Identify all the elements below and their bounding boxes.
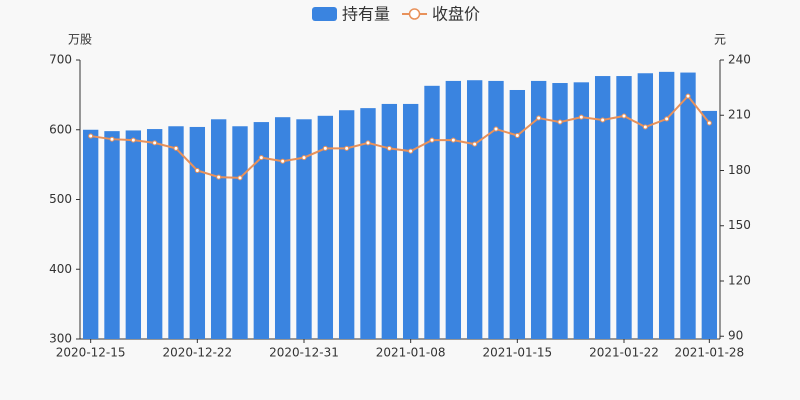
y-tick-label: 700 [49, 53, 72, 67]
y-tick-label: 300 [49, 332, 72, 346]
line-point [600, 117, 606, 123]
bar [637, 73, 654, 339]
line-point [514, 133, 520, 139]
line-point [216, 174, 222, 180]
line-point [237, 175, 243, 181]
line-point [173, 145, 179, 151]
line-point [301, 155, 307, 161]
bar [104, 131, 120, 339]
line-point [472, 141, 478, 147]
line-point [664, 116, 670, 122]
legend-swatch [408, 8, 421, 20]
bar [82, 129, 99, 339]
bar [658, 71, 675, 340]
bar [274, 117, 291, 339]
line-point [109, 136, 115, 142]
x-tick-label: 2020-12-22 [162, 346, 232, 360]
y2-tick-label: 210 [728, 108, 751, 122]
bar [296, 119, 312, 339]
y2-tick-label: 120 [728, 273, 751, 287]
bar [360, 108, 376, 339]
bar [317, 115, 334, 339]
x-tick-label: 2021-01-08 [376, 346, 446, 360]
x-tick-label: 2021-01-22 [589, 346, 659, 360]
line-point [365, 140, 371, 146]
bar [232, 126, 248, 339]
line-point [536, 115, 542, 121]
y2-tick-label: 150 [728, 218, 751, 232]
bar [189, 126, 206, 340]
bar [701, 110, 718, 339]
line-point [88, 133, 94, 139]
bar [338, 110, 355, 339]
line-point [557, 119, 563, 125]
y2-axis-unit: 元 [714, 33, 726, 47]
line-point [322, 145, 328, 151]
y-axis-unit: 万股 [68, 33, 92, 47]
legend-label: 收盘价 [432, 5, 480, 24]
line-point [685, 93, 691, 99]
bar [424, 85, 440, 340]
line-point [642, 124, 648, 130]
line-point [621, 113, 627, 119]
y2-tick-label: 240 [728, 53, 751, 67]
line-point [706, 120, 712, 126]
y2-tick-label: 180 [728, 163, 751, 177]
bar [466, 80, 483, 339]
x-tick-label: 2021-01-15 [482, 346, 552, 360]
y-tick-label: 600 [49, 122, 72, 136]
x-tick-label: 2021-01-28 [674, 346, 744, 360]
bar [530, 80, 547, 340]
bar [509, 89, 526, 340]
y2-tick-label: 90 [728, 329, 743, 343]
line-point [429, 137, 435, 143]
line-point [493, 126, 499, 132]
bar [594, 76, 611, 339]
bar [210, 119, 227, 339]
y-tick-label: 500 [49, 192, 72, 206]
line-point [450, 137, 456, 143]
bar [680, 72, 696, 340]
line-point [578, 114, 584, 120]
x-tick-label: 2020-12-31 [269, 346, 339, 360]
bar [146, 129, 163, 339]
bar [402, 103, 419, 339]
y-tick-label: 400 [49, 262, 72, 276]
line-point [152, 140, 158, 146]
line-point [344, 145, 350, 151]
bar [125, 130, 142, 339]
bar [552, 83, 568, 339]
bar [381, 103, 398, 339]
bar [253, 122, 270, 339]
line [90, 94, 711, 179]
x-tick-label: 2020-12-15 [56, 346, 126, 360]
bar [488, 80, 504, 340]
line-point [386, 145, 392, 151]
line-point [194, 167, 200, 173]
line-point [280, 158, 286, 164]
bar [168, 126, 184, 339]
line-point [130, 137, 136, 143]
line-point [408, 148, 414, 154]
line-point [258, 155, 264, 161]
bar [445, 80, 462, 340]
bar [616, 76, 632, 339]
legend-label: 持有量 [342, 5, 390, 24]
legend-swatch [312, 7, 337, 21]
bar [573, 82, 590, 339]
